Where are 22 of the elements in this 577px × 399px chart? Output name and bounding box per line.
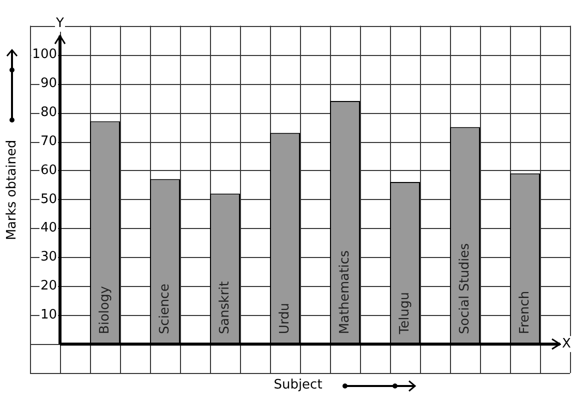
annotation: X [562,336,571,352]
x-tick-label: Biology [97,286,112,334]
x-tick-label: French [517,290,532,334]
y-tick-label: 40 [40,220,57,236]
x-tick-label: Mathematics [337,250,352,334]
x-tick-label: Science [157,284,172,334]
y-tick-label: 10 [40,308,57,323]
y-tick-label: 30 [40,250,57,265]
y-axis-title: Marks obtained [4,140,20,240]
y-tick-label: 80 [40,104,57,120]
x-tick-label: Sanskrit [217,281,232,334]
y-tick-label: 70 [40,134,57,149]
y-tick-label: 100 [32,47,57,62]
y-tick-label: 50 [40,192,57,207]
x-tick-label: Social Studies [457,242,472,334]
y-tick-label: 60 [40,162,57,178]
y-tick-label: 90 [40,76,57,92]
annotation: Y [55,16,64,32]
x-tick-label: Urdu [277,302,292,334]
x-axis-title: Subject [274,377,322,392]
x-tick-label: Telugu [397,292,412,336]
y-tick-label: 20 [40,278,57,294]
